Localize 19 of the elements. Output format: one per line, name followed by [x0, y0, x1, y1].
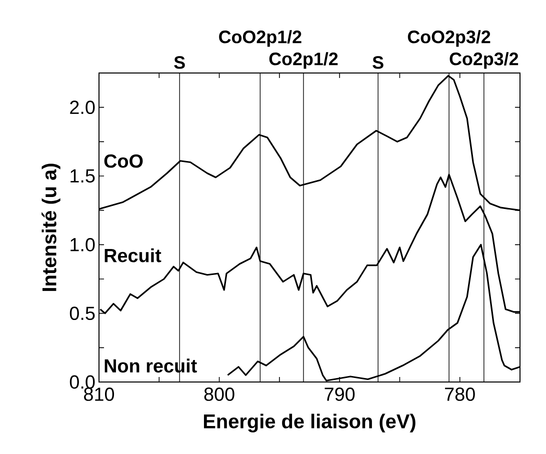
y-tick-label: 1.5 [70, 169, 95, 183]
x-tick-label: 800 [204, 388, 234, 401]
y-tick-label: 1.0 [70, 238, 95, 252]
ref-line-label: Co2p3/2 [450, 52, 518, 69]
y-tick-label: 0.0 [70, 375, 95, 389]
ref-line-label: S [372, 56, 384, 69]
ref-line-label: CoO2p3/2 [408, 30, 490, 47]
y-axis-title: Intensité (u a) [42, 164, 60, 291]
legend-label: CoO [104, 154, 143, 168]
x-tick-label: 810 [84, 388, 114, 401]
ref-line-label: Co2p1/2 [269, 52, 338, 69]
y-tick-label: 2.0 [70, 100, 95, 114]
x-tick-label: 780 [445, 388, 475, 401]
legend-label: Recuit [104, 248, 162, 262]
ref-line-label: S [174, 56, 185, 69]
x-tick-label: 790 [324, 388, 355, 401]
y-tick-label: 0.5 [70, 306, 95, 320]
ref-line-label: CoO2p1/2 [219, 30, 302, 47]
x-axis-title: Energie de liaison (eV) [204, 414, 416, 432]
